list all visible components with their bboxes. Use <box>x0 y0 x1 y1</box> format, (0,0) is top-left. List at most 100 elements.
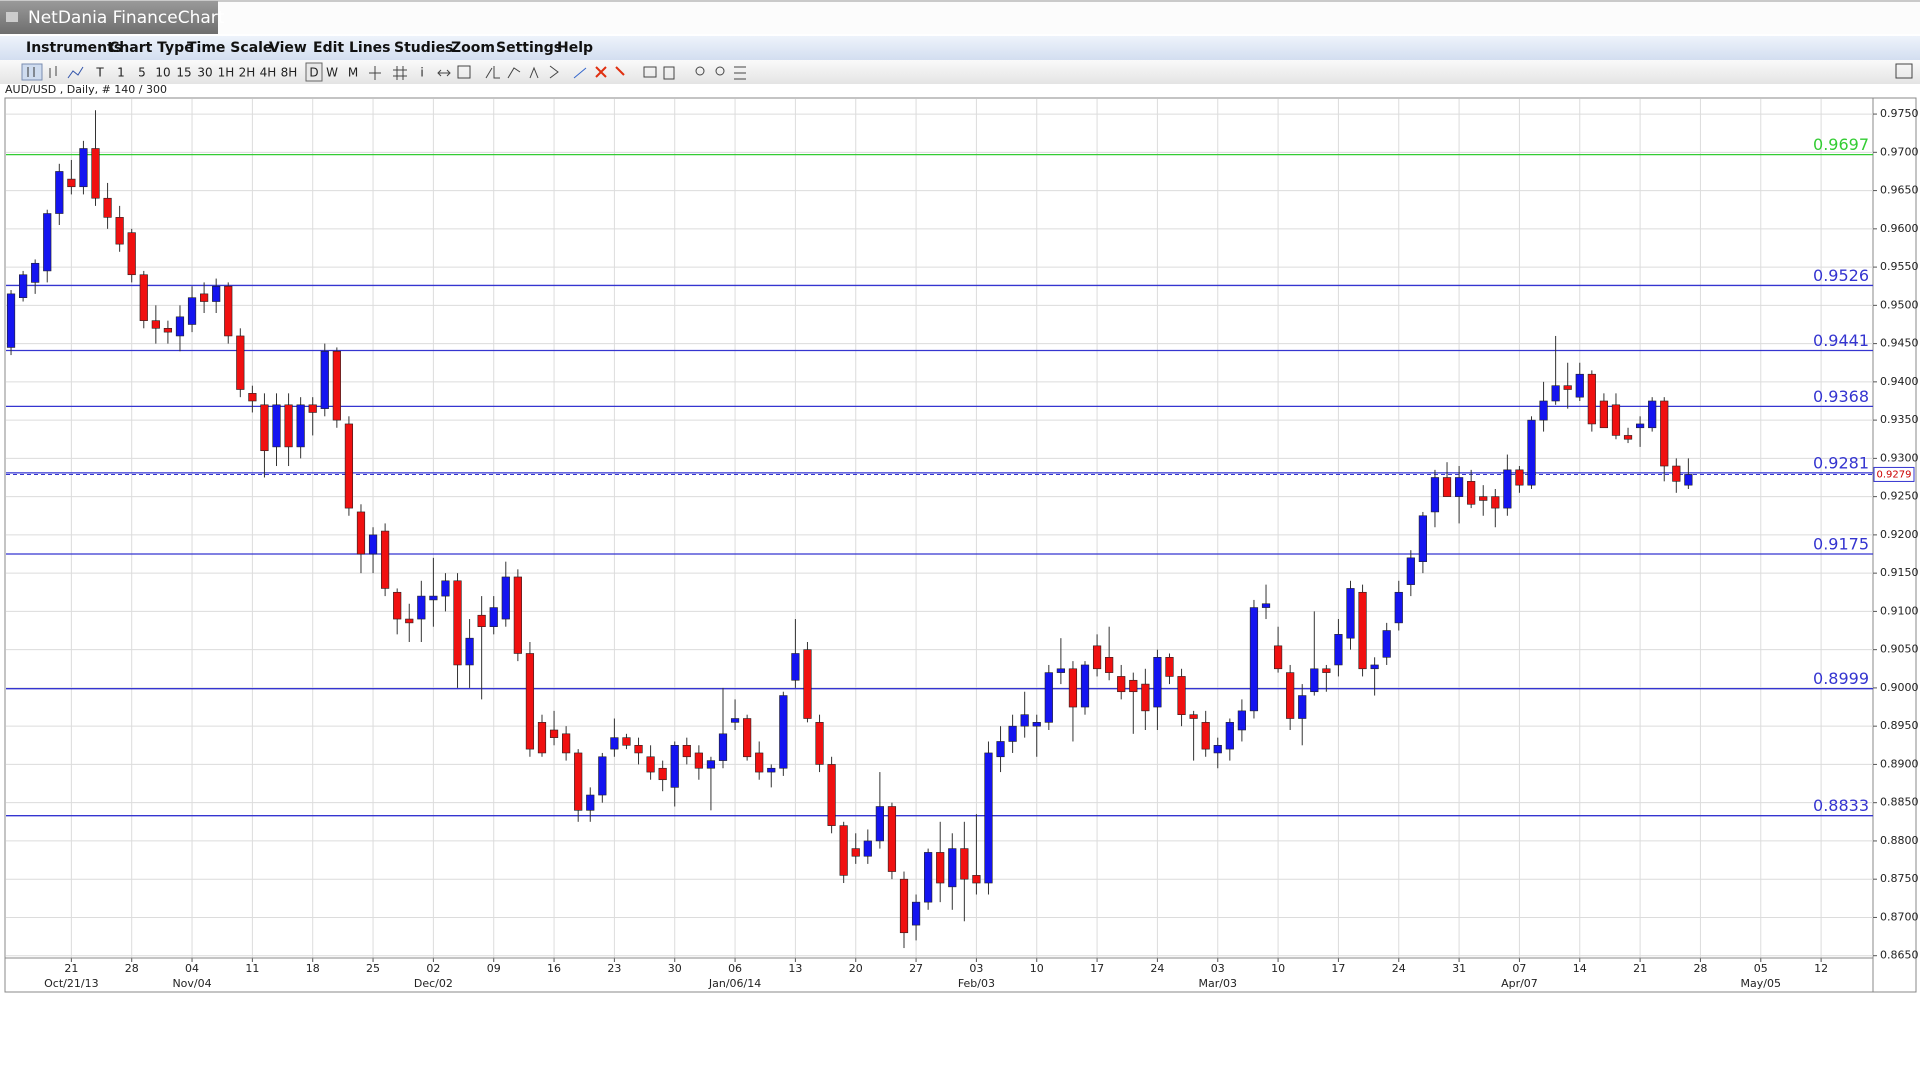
menu-item[interactable]: Studies <box>394 40 453 56</box>
icon-arrows[interactable] <box>437 69 451 77</box>
icon-delete[interactable] <box>595 66 607 78</box>
candle-body <box>1454 477 1464 497</box>
icon-fit[interactable] <box>734 66 746 80</box>
candle-body <box>1370 664 1379 670</box>
menu-item[interactable]: Instruments <box>26 40 122 56</box>
candle-body <box>1201 722 1210 750</box>
candle-body <box>1575 373 1584 398</box>
menu-item[interactable]: Lines <box>349 40 391 56</box>
candle-body <box>815 722 824 765</box>
x-tick-label: 24 <box>1150 962 1164 975</box>
candle-body <box>1648 400 1657 429</box>
candle-body <box>489 607 498 628</box>
candle-body <box>1684 474 1693 486</box>
chart-frame <box>4 97 1917 993</box>
candle-body <box>1044 672 1053 723</box>
candle-body <box>513 576 522 654</box>
candle-body <box>1068 668 1078 708</box>
x-tick-label: 17 <box>1090 962 1104 975</box>
x-tick-label: 06 <box>728 962 742 975</box>
candle-body <box>1286 672 1295 719</box>
candle-body <box>1249 607 1259 712</box>
candle-body <box>175 316 185 337</box>
toolbar-button[interactable]: 30 <box>197 66 212 80</box>
toolbar-button[interactable]: D <box>309 66 318 80</box>
icon-bar[interactable] <box>49 66 57 78</box>
toolbar-button[interactable]: 5 <box>138 66 146 80</box>
icon-draw[interactable] <box>485 65 559 79</box>
candle-body <box>622 737 631 746</box>
candle-body <box>670 744 679 788</box>
toolbar-button[interactable]: 4H <box>260 66 277 80</box>
icon-candle-glyph <box>27 67 35 77</box>
toolbar-button[interactable]: T <box>95 66 104 80</box>
candle-body <box>91 148 100 199</box>
candle-body <box>887 806 897 872</box>
candle-body <box>55 171 64 214</box>
y-tick-label: 0.9550 <box>1880 260 1919 273</box>
icon-preview[interactable] <box>663 66 675 80</box>
menu-item[interactable]: Edit <box>313 40 344 56</box>
toolbar-button[interactable]: M <box>348 66 358 80</box>
candle-body <box>972 875 981 884</box>
candle-body <box>1165 657 1174 677</box>
candle-body <box>1358 591 1367 670</box>
candle-body <box>187 297 197 325</box>
icon-candle[interactable] <box>21 63 43 81</box>
y-tick-label: 0.9000 <box>1880 681 1919 694</box>
x-tick-label: 14 <box>1573 962 1587 975</box>
icon-print[interactable] <box>643 66 657 78</box>
icon-vol[interactable] <box>457 65 471 79</box>
candle-body <box>634 744 643 754</box>
candle-body <box>1273 645 1283 670</box>
toolbar-button[interactable]: 15 <box>176 66 191 80</box>
icon-cross[interactable] <box>369 66 407 80</box>
menu-item[interactable]: Help <box>557 40 593 56</box>
toolbar-button[interactable]: 1 <box>117 66 125 80</box>
candle-body <box>960 848 969 880</box>
candle-body <box>1213 744 1222 754</box>
candle-body <box>477 614 486 628</box>
window-tab[interactable] <box>0 1 218 34</box>
toolbar-button[interactable]: i <box>420 66 423 80</box>
menu-item[interactable]: Chart Type <box>109 40 194 56</box>
y-tick-label: 0.8800 <box>1880 834 1919 847</box>
candle-body <box>1080 664 1090 708</box>
icon-trend[interactable] <box>573 67 587 79</box>
menu-item[interactable]: View <box>269 40 307 56</box>
icon-zoom-out[interactable] <box>715 66 725 76</box>
x-tick-sublabel: May/05 <box>1741 977 1781 990</box>
candle-body <box>791 653 800 681</box>
candle-body <box>1020 714 1029 727</box>
y-tick-label: 0.9050 <box>1880 643 1919 656</box>
icon-detach[interactable] <box>1895 63 1913 79</box>
candle-body <box>139 274 148 321</box>
icon-zoom-in[interactable] <box>695 66 705 76</box>
toolbar-button[interactable]: 8H <box>281 66 298 80</box>
candle-body <box>1587 373 1596 425</box>
candle-body <box>1539 400 1548 421</box>
candle-body <box>163 328 173 333</box>
x-tick-sublabel: Mar/03 <box>1199 977 1237 990</box>
candle-body <box>453 580 462 666</box>
menu-item[interactable]: Settings <box>496 40 562 56</box>
x-tick-sublabel: Apr/07 <box>1501 977 1538 990</box>
menu-item[interactable]: Time Scale <box>187 40 272 56</box>
toolbar-button[interactable]: 2H <box>239 66 256 80</box>
candle-body <box>549 729 559 738</box>
x-tick-sublabel: Dec/02 <box>414 977 453 990</box>
toolbar-button[interactable]: 1H <box>218 66 235 80</box>
icon-line[interactable] <box>67 66 84 79</box>
candle-body <box>598 756 607 796</box>
candle-body <box>948 848 957 888</box>
x-tick-label: 28 <box>1693 962 1707 975</box>
level-label: 0.9441 <box>1813 331 1869 350</box>
x-tick-label: 18 <box>306 962 320 975</box>
icon-delete-all[interactable] <box>615 66 625 76</box>
menu-item[interactable]: Zoom <box>451 40 495 56</box>
toolbar-button[interactable]: 10 <box>155 66 170 80</box>
toolbar-button[interactable]: W <box>326 66 338 80</box>
candle-body <box>996 741 1005 758</box>
candle-body <box>1479 496 1488 501</box>
candle-body <box>586 794 595 811</box>
